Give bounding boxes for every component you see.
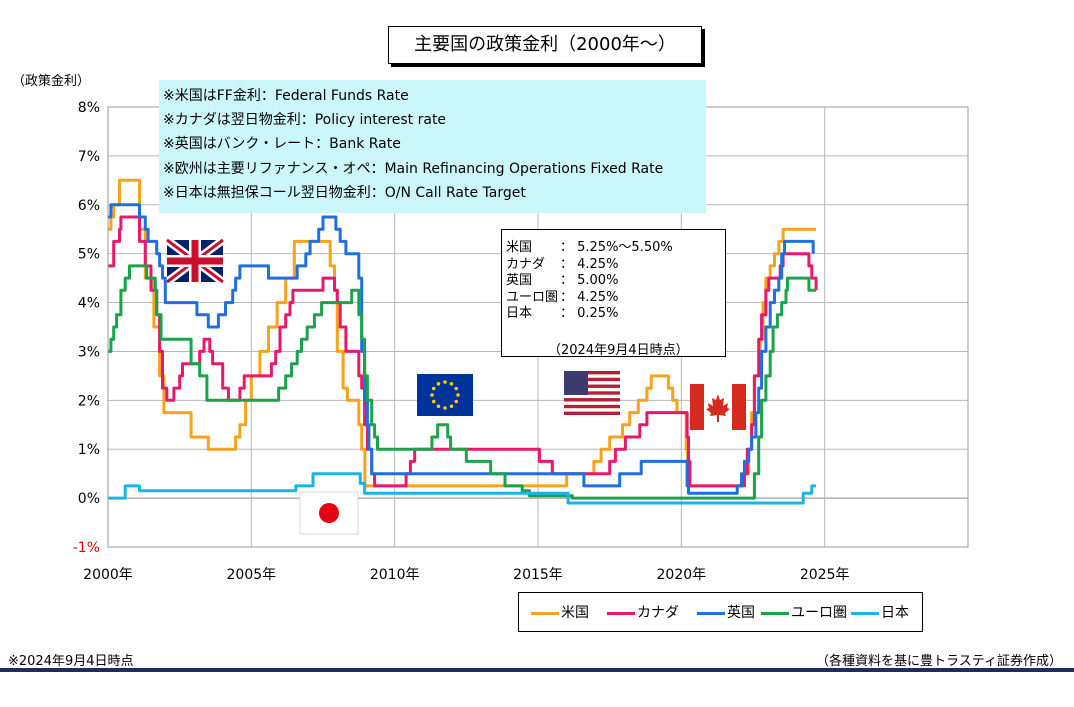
legend-label: カナダ <box>637 605 679 621</box>
rates-asof: （2024年9月4日時点） <box>548 343 689 358</box>
us-stripe <box>564 371 620 375</box>
note-line: ※米国はFF金利：Federal Funds Rate <box>163 88 409 104</box>
rate-value: ： 4.25% <box>560 289 619 305</box>
eu-star <box>430 393 434 397</box>
x-tick-label: 2010年 <box>370 567 420 583</box>
eu-star <box>431 399 436 404</box>
footnote-asof: ※2024年9月4日時点 <box>8 654 134 669</box>
x-tick-label: 2025年 <box>800 567 850 583</box>
series-lines <box>108 178 818 505</box>
rate-row: 米国 ： 5.25%〜5.50% <box>506 240 725 257</box>
y-tick-label: 3% <box>78 344 100 360</box>
eu-star <box>436 381 441 386</box>
y-axis-unit-label: （政策金利） <box>12 74 91 89</box>
x-tick-label: 2015年 <box>513 567 563 583</box>
legend-swatch <box>851 611 879 615</box>
y-tick-label: 0% <box>78 491 100 507</box>
y-tick-label: 8% <box>78 100 100 116</box>
series-line <box>108 472 817 505</box>
canada-flag <box>690 384 746 430</box>
legend-item-uk: 英国 <box>697 604 755 622</box>
rate-country: 日本 <box>506 306 533 321</box>
eu-star <box>454 399 459 404</box>
notes-box: ※米国はFF金利：Federal Funds Rate ※カナダは翌日物金利：P… <box>159 80 706 213</box>
series-line <box>108 203 815 495</box>
legend-swatch <box>531 611 559 615</box>
eu-star <box>449 404 454 409</box>
legend-item-japan: 日本 <box>851 604 909 622</box>
us-flag <box>564 371 620 415</box>
eu-star <box>431 386 436 391</box>
eu-star <box>454 386 459 391</box>
us-stripe <box>564 404 620 409</box>
x-tick-label: 2000年 <box>83 567 133 583</box>
legend-swatch <box>761 611 789 615</box>
eu-star <box>456 393 460 397</box>
chart-title: 主要国の政策金利（2000年〜） <box>388 26 702 64</box>
us-stripe <box>564 398 620 402</box>
series-line <box>108 264 817 500</box>
y-tick-label: 4% <box>78 296 100 312</box>
rate-value: ： 0.25% <box>560 306 619 321</box>
rate-row: 英国 ： 5.00% <box>506 273 725 290</box>
legend: 米国 カナダ 英国 ユーロ圏 日本 <box>518 592 923 632</box>
footnote-source: （各種資料を基に豊トラスティ証券作成） <box>816 654 1062 669</box>
japan-flag <box>299 491 359 535</box>
note-line: ※英国はバンク・レート：Bank Rate <box>163 136 401 153</box>
legend-item-euro: ユーロ圏 <box>761 604 847 622</box>
y-tick-label: 6% <box>78 198 100 214</box>
rate-country: ユーロ圏 <box>506 289 559 305</box>
rate-country: 米国 <box>506 240 533 255</box>
rate-value: ： 5.00% <box>560 273 619 288</box>
rate-value: ： 5.25%〜5.50% <box>560 240 673 255</box>
us-stripe <box>564 391 620 395</box>
legend-item-canada: カナダ <box>607 604 679 622</box>
legend-swatch <box>607 611 635 615</box>
current-rates-box: 米国 ： 5.25%〜5.50% カナダ ： 4.25% 英国 ： 5.00% ユーロ… <box>501 229 726 358</box>
legend-swatch <box>697 611 725 615</box>
eu-star <box>436 404 441 409</box>
us-stripe <box>564 384 620 388</box>
rate-value: ： 4.25% <box>560 256 619 272</box>
rate-country: カナダ <box>506 256 546 272</box>
footer-rule <box>0 668 1074 672</box>
y-tick-label: -1% <box>73 540 100 556</box>
flags <box>164 236 746 535</box>
uk-flag <box>164 236 226 286</box>
tick-labels: -1% 0% 1% 2% 3% 4% 5% 6% 7% 8% 2000年 2005年 2010年 2015… <box>73 100 850 583</box>
x-tick-label: 2020年 <box>657 567 707 583</box>
legend-label: ユーロ圏 <box>791 605 847 621</box>
rate-row: カナダ ： 4.25% <box>506 257 725 274</box>
legend-label: 英国 <box>727 605 755 621</box>
y-tick-label: 7% <box>78 149 100 165</box>
eu-flag <box>417 374 473 416</box>
us-stripe <box>564 411 620 415</box>
eu-star <box>449 381 454 386</box>
y-tick-label: 5% <box>78 247 100 263</box>
rate-row: ユーロ圏： 4.25% <box>506 290 725 307</box>
y-tick-label: 1% <box>78 442 100 458</box>
eu-star <box>443 380 447 384</box>
x-tick-label: 2005年 <box>227 567 277 583</box>
note-line: ※欧州は主要リファナンス・オペ：Main Refinancing Operati… <box>163 160 664 177</box>
legend-label: 日本 <box>881 605 909 621</box>
eu-star <box>443 406 447 410</box>
legend-label: 米国 <box>561 605 589 621</box>
legend-item-us: 米国 <box>531 604 589 622</box>
rate-row: 日本 ： 0.25% <box>506 306 725 323</box>
note-line: ※日本は無担保コール翌日物金利：O/N Call Rate Target <box>163 184 526 201</box>
note-line: ※カナダは翌日物金利：Policy interest rate <box>163 112 447 129</box>
rate-country: 英国 <box>506 273 533 288</box>
y-tick-label: 2% <box>78 393 100 409</box>
us-stripe <box>564 377 620 382</box>
